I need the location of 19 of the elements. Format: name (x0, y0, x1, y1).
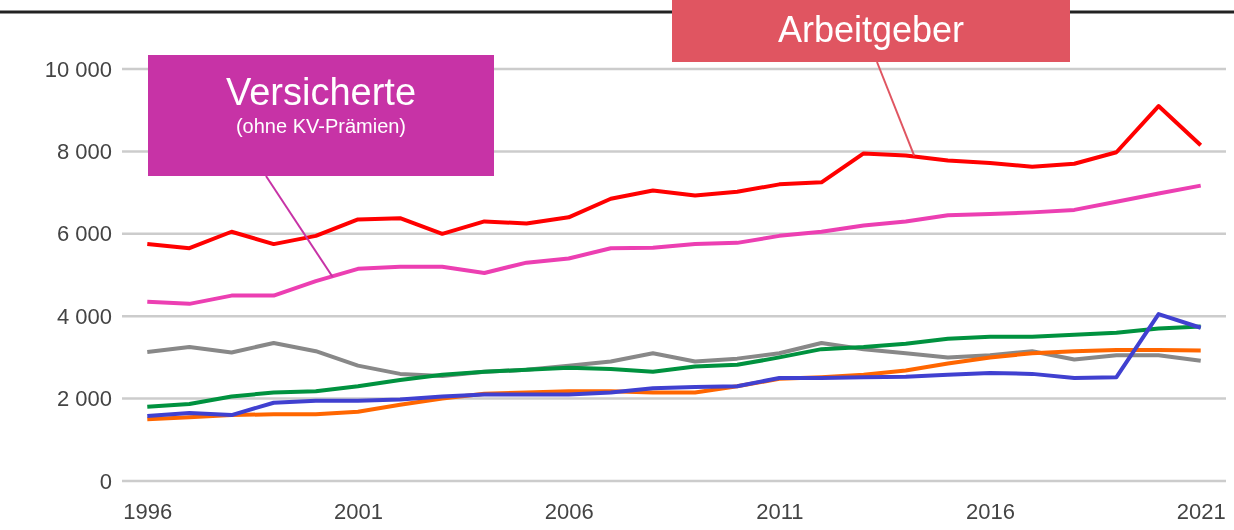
y-tick-label: 10 000 (44, 56, 112, 82)
line-series (145, 312, 1203, 418)
y-tick-label: 6 000 (56, 221, 112, 247)
x-tick-label: 2006 (544, 498, 594, 524)
callout-box: Arbeitgeber (672, 0, 1070, 157)
line-series (145, 104, 1203, 251)
y-tick-label: 0 (99, 468, 112, 494)
line-series (145, 183, 1203, 306)
x-tick-label: 2011 (756, 498, 804, 524)
x-tick-label: 2016 (966, 498, 1016, 524)
x-tick-label: 1996 (123, 498, 173, 524)
line-series (145, 324, 1203, 409)
y-tick-label: 2 000 (56, 386, 112, 412)
x-tick-label: 2021 (1176, 498, 1226, 524)
x-tick-label: 2001 (333, 498, 383, 524)
annotation: Versicherte (ohne KV-Prämien) (225, 71, 417, 137)
y-tick-label: 8 000 (56, 138, 112, 164)
annotation: Arbeitgeber (777, 9, 965, 50)
y-tick-label: 4 000 (56, 303, 112, 329)
